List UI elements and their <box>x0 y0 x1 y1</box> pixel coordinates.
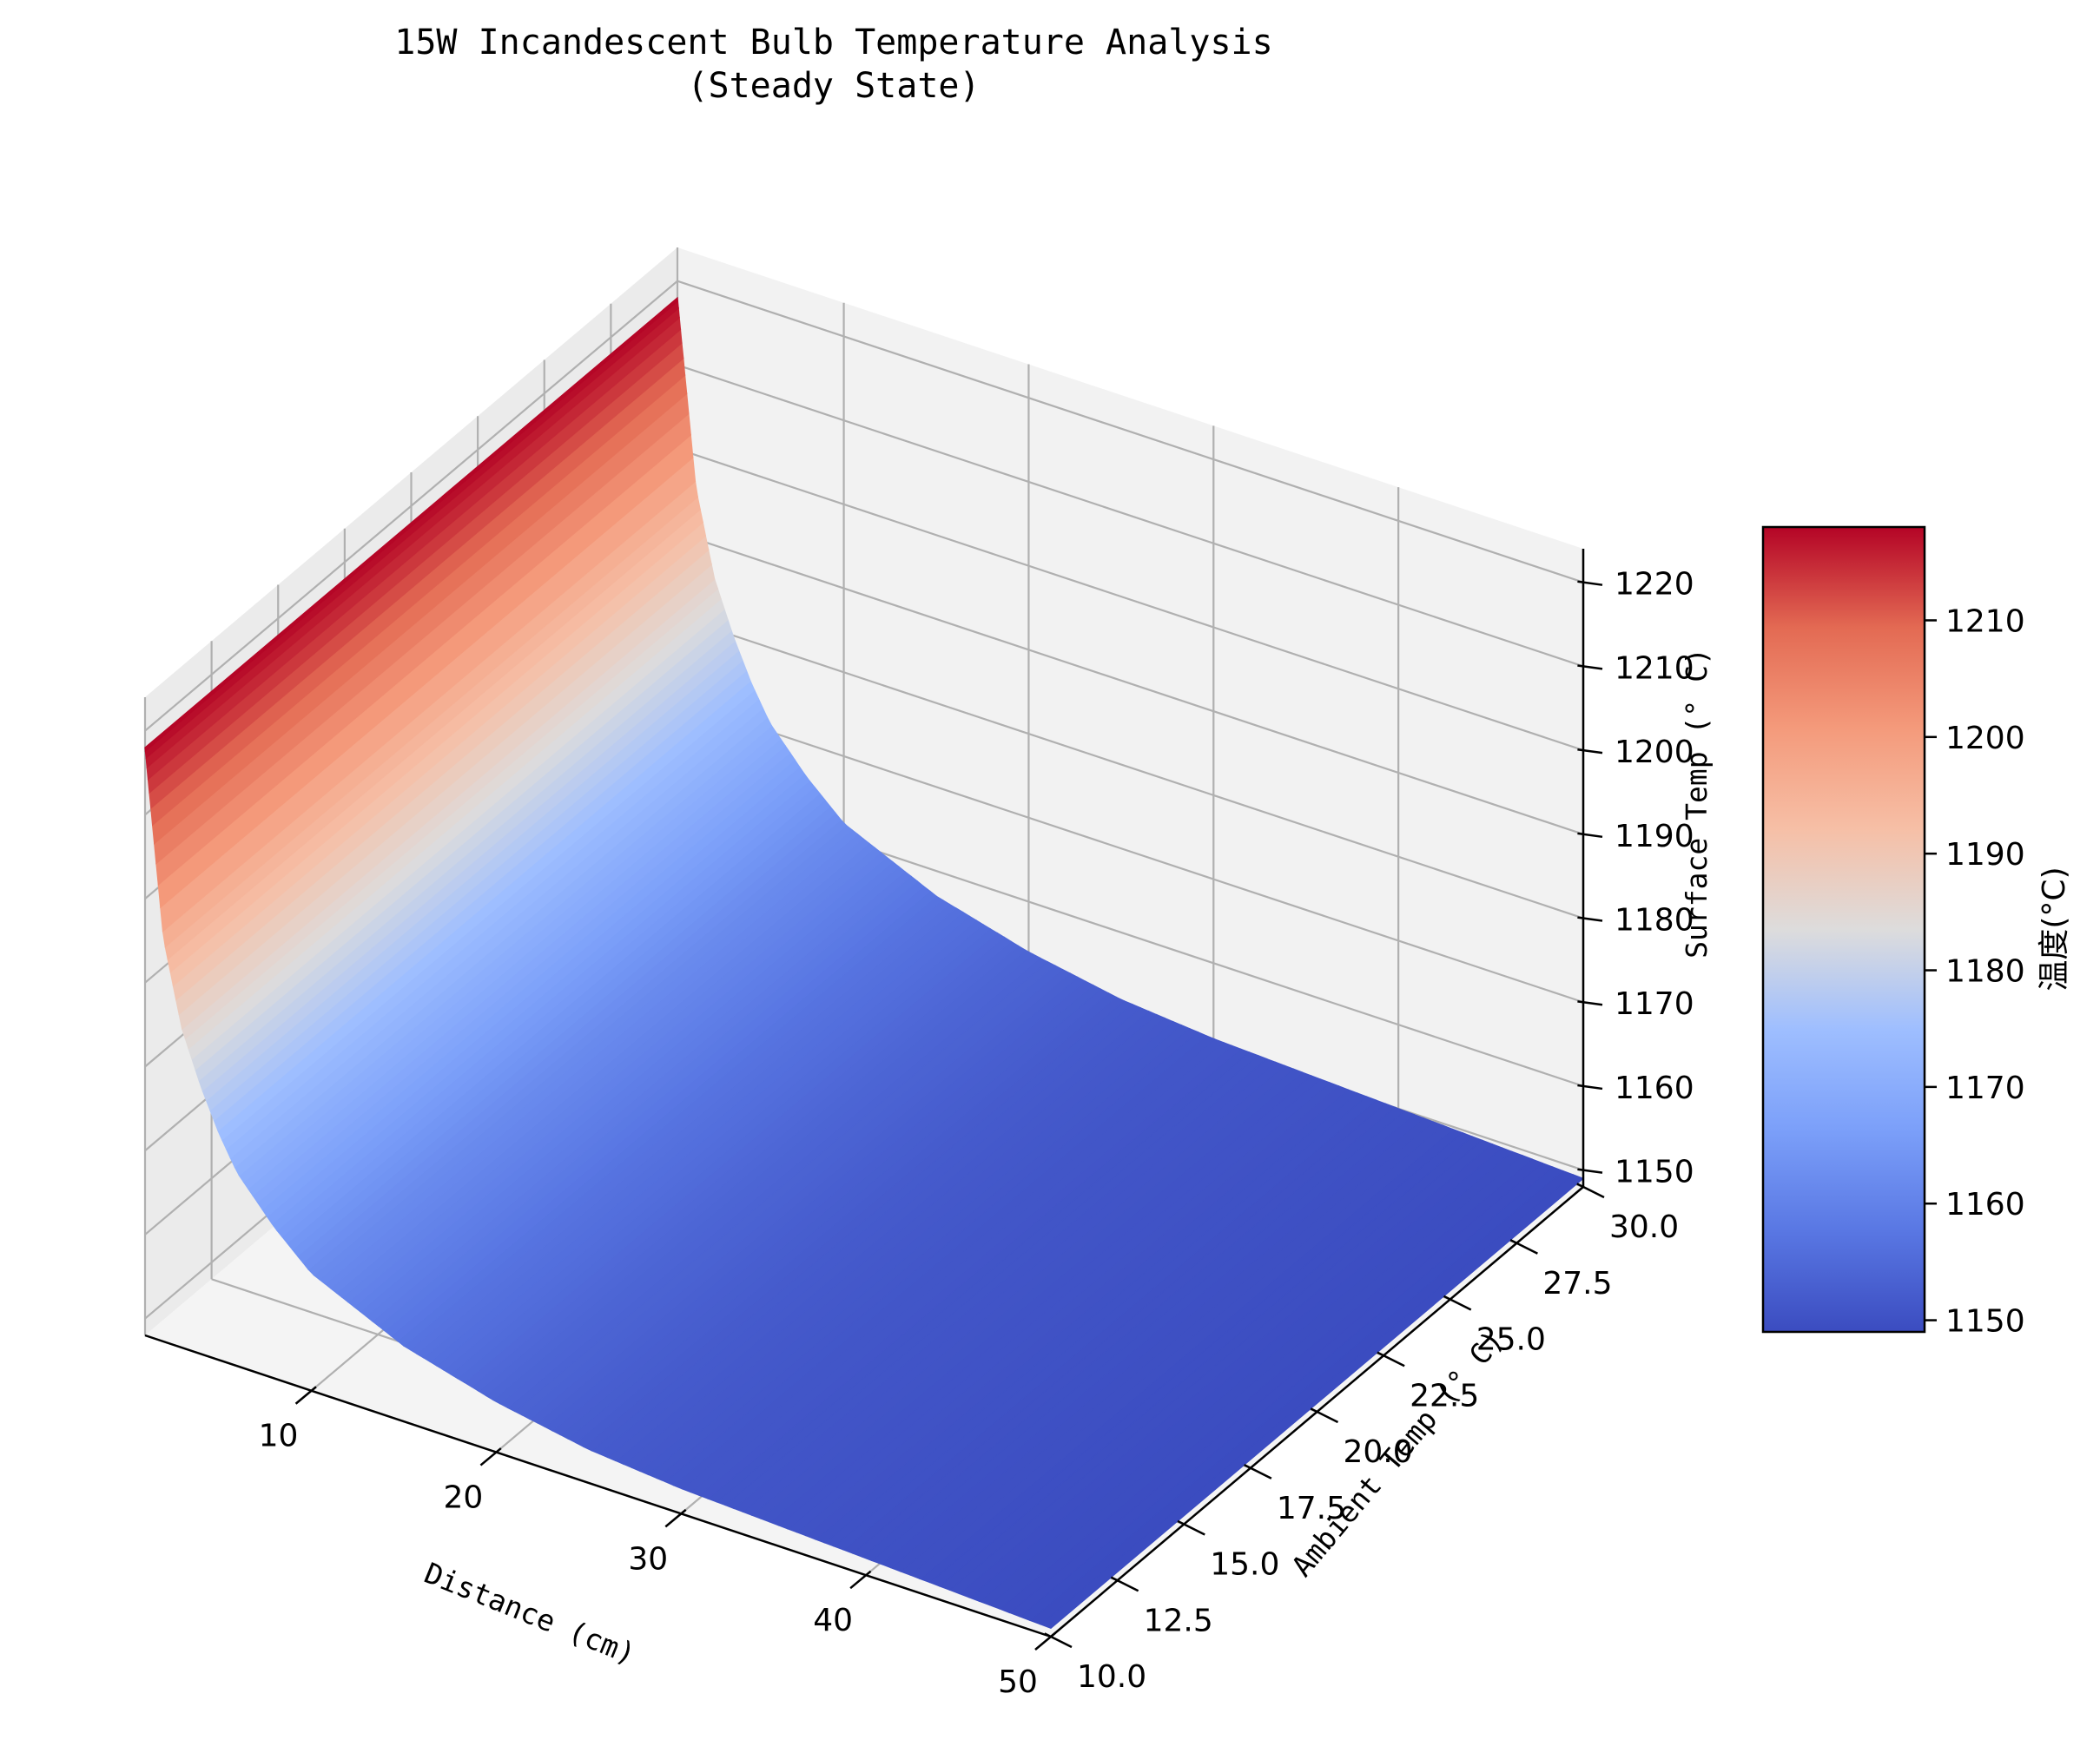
z-tick <box>1577 832 1603 839</box>
y-tick-label: 25.0 <box>1476 1322 1546 1358</box>
y-tick <box>1576 1183 1605 1199</box>
y-tick <box>1177 1519 1205 1536</box>
x-tick-label: 10 <box>259 1419 299 1454</box>
x-tick <box>664 1508 687 1528</box>
z-tick-label: 1160 <box>1615 1071 1694 1106</box>
z-grid-back <box>677 280 1584 583</box>
y-tick-label: 17.5 <box>1277 1491 1346 1526</box>
x-axis-line <box>144 1334 1052 1638</box>
z-tick-label: 1210 <box>1615 650 1694 686</box>
y-tick <box>1110 1576 1139 1592</box>
x-tick-label: 40 <box>813 1603 853 1638</box>
x-tick-label: 30 <box>628 1541 668 1577</box>
colorbar: 1150 1160 1170 1180 1190 1200 1210 <box>1761 525 2025 1340</box>
surface-mesh <box>144 296 1585 1629</box>
colorbar-tick-label: 1190 <box>1945 837 2025 873</box>
y-tick-label: 20.0 <box>1344 1434 1413 1470</box>
colorbar-tick-label: 1210 <box>1945 603 2025 639</box>
z-tick <box>1577 1168 1603 1174</box>
z-grid-back <box>677 700 1584 1004</box>
z-axis-label: Surface Temp (° C) <box>1680 648 1714 959</box>
colorbar-tick-label: 1170 <box>1945 1071 2025 1106</box>
z-tick-label: 1190 <box>1615 819 1694 854</box>
x-tick <box>479 1447 502 1466</box>
y-tick <box>1443 1295 1472 1311</box>
colorbar-tick-label: 1150 <box>1945 1304 2025 1340</box>
x-tick <box>1034 1631 1057 1651</box>
y-tick-label: 30.0 <box>1609 1209 1679 1245</box>
y-tick-label: 15.0 <box>1210 1547 1279 1583</box>
z-grid-back <box>677 364 1584 668</box>
y-tick <box>1377 1351 1405 1367</box>
z-grid-side <box>144 280 678 732</box>
z-tick <box>1577 1000 1603 1006</box>
x-tick <box>849 1570 872 1590</box>
z-tick-label: 1220 <box>1615 567 1694 603</box>
chart-subtitle: (Steady State) <box>687 66 980 106</box>
y-tick <box>1310 1407 1339 1424</box>
x-axis-label: Distance (cm) <box>419 1556 640 1671</box>
z-tick-label: 1200 <box>1615 735 1694 770</box>
z-tick <box>1577 916 1603 922</box>
y-tick-label: 10.0 <box>1077 1659 1146 1695</box>
y-tick <box>1244 1464 1272 1480</box>
z-grid-back <box>677 531 1584 835</box>
colorbar-label: 温度(°C) <box>2037 867 2072 991</box>
x-tick <box>294 1386 317 1405</box>
y-tick-label: 27.5 <box>1542 1266 1612 1302</box>
z-tick <box>1577 664 1603 670</box>
z-tick <box>1577 580 1603 586</box>
axis-ticks: 10 20 30 40 50 10.0 12.5 15.0 17.5 20.0 22.5 25.0 27… <box>259 567 1694 1700</box>
z-tick-label: 1150 <box>1615 1155 1694 1190</box>
z-grid-back <box>677 616 1584 919</box>
colorbar-tick-label: 1200 <box>1945 721 2025 756</box>
z-tick-label: 1170 <box>1615 986 1694 1022</box>
z-tick <box>1577 748 1603 755</box>
x-tick-label: 50 <box>998 1664 1038 1700</box>
x-tick-label: 20 <box>444 1480 484 1516</box>
z-tick <box>1577 1084 1603 1091</box>
z-tick-label: 1180 <box>1615 903 1694 939</box>
z-grid-back <box>677 448 1584 752</box>
colorbar-tick-label: 1180 <box>1945 954 2025 990</box>
y-tick-label: 12.5 <box>1144 1603 1213 1638</box>
surface-strip <box>144 296 679 753</box>
y-tick-label: 22.5 <box>1410 1378 1479 1414</box>
y-tick <box>1509 1239 1538 1255</box>
colorbar-tick-label: 1160 <box>1945 1187 2025 1222</box>
colorbar-gradient <box>1761 525 1926 1334</box>
y-tick <box>1044 1632 1073 1649</box>
chart-title: 15W Incandescent Bulb Temperature Analys… <box>394 23 1272 63</box>
